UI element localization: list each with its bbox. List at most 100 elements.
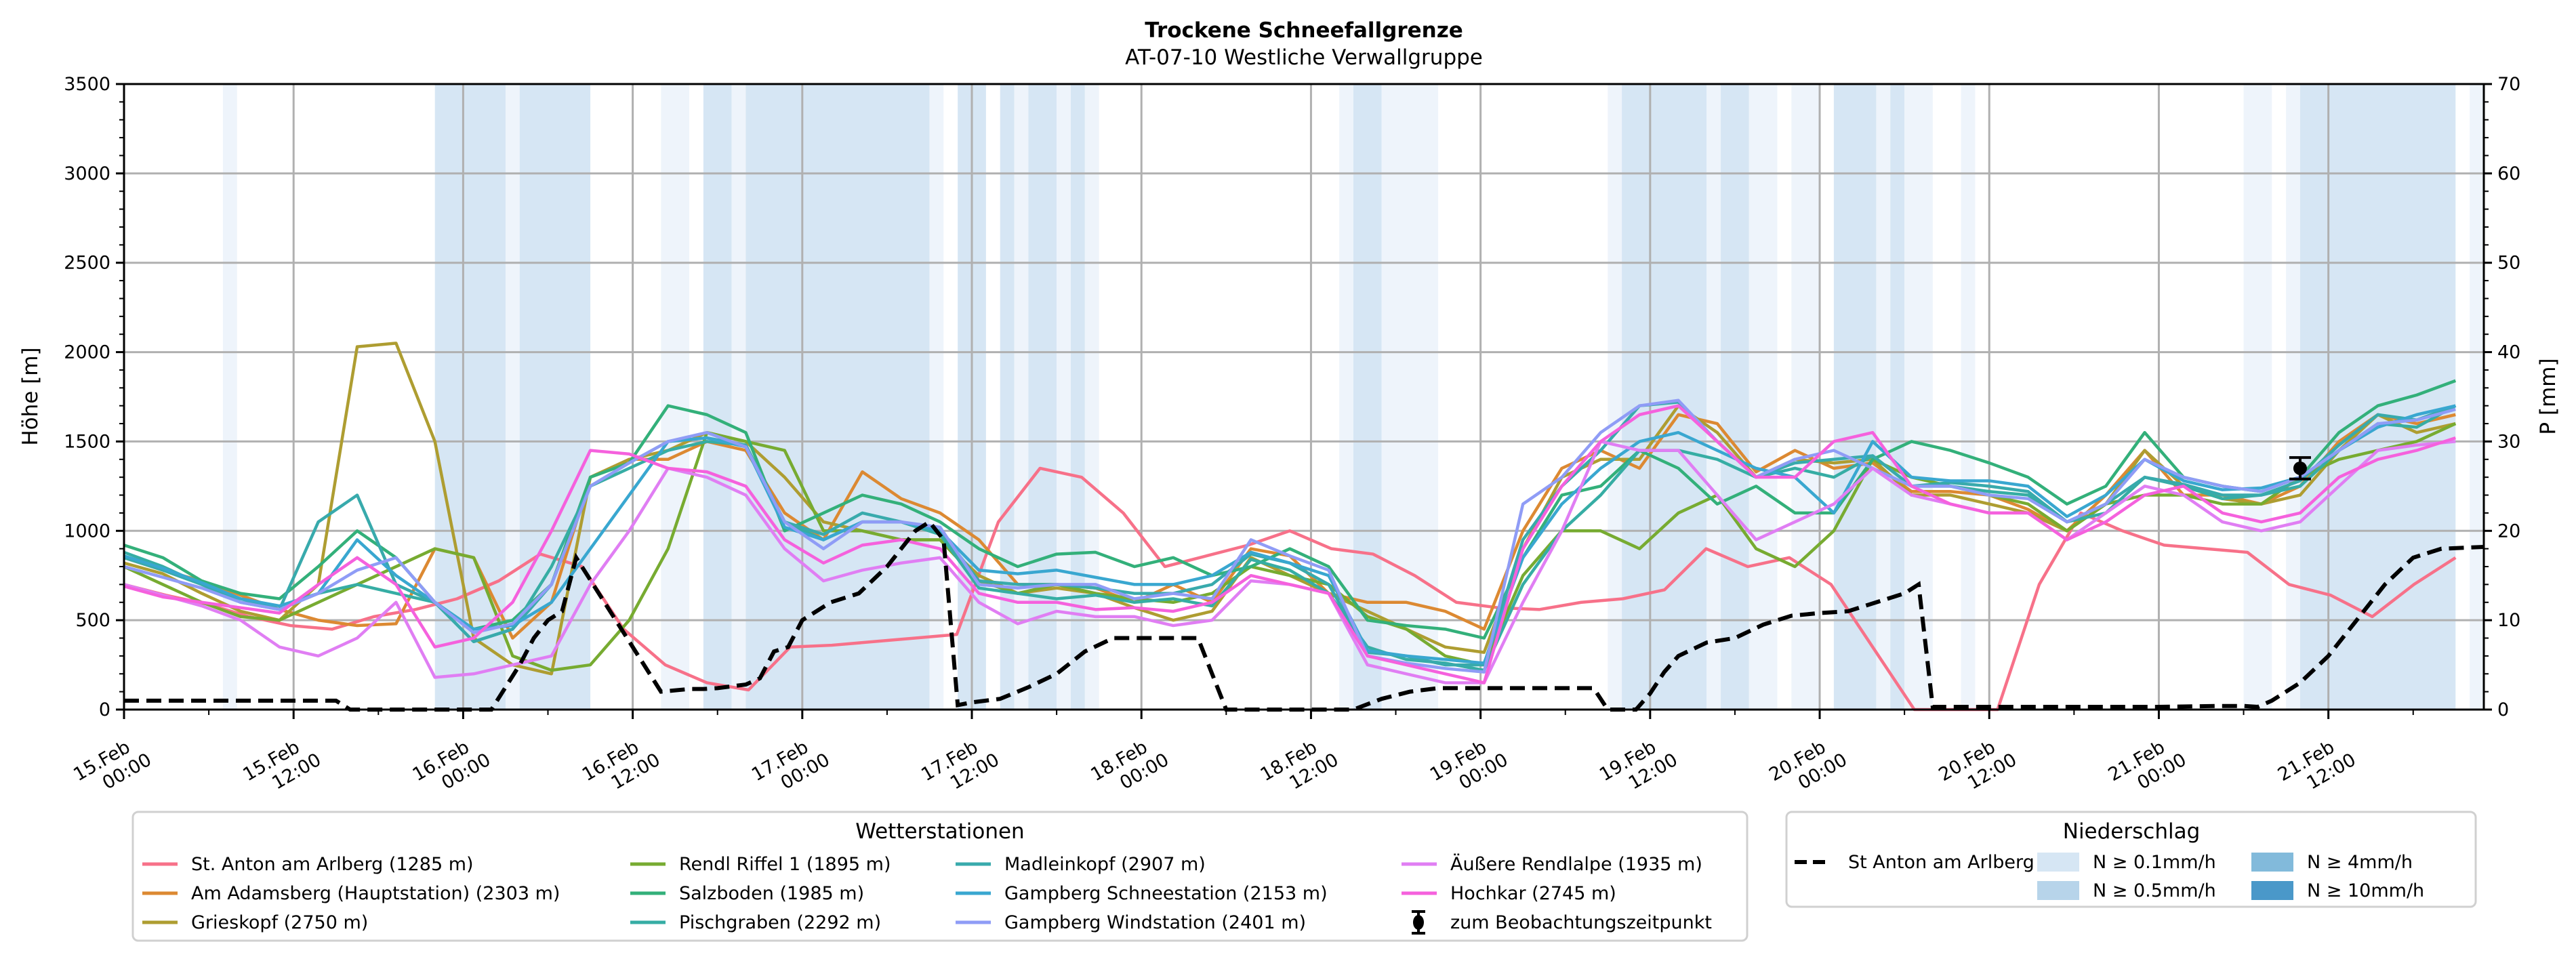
plot-frame	[123, 83, 2485, 711]
y2-tick-label: 20	[2497, 520, 2520, 541]
precip-band	[1890, 84, 1905, 710]
legend-precip-line-label: St Anton am Arlberg	[1848, 852, 2035, 873]
precip-band	[1028, 84, 1057, 710]
legend-label: zum Beobachtungszeitpunkt	[1450, 912, 1712, 933]
precip-band	[1721, 84, 1749, 710]
legend-precip-label: N ≥ 4mm/h	[2307, 852, 2413, 873]
precip-band	[1000, 84, 1015, 710]
station-series-line	[123, 398, 2456, 674]
precip-band	[2470, 84, 2484, 710]
legend-precip-swatch	[2251, 853, 2293, 872]
legend-label: Äußere Rendlalpe (1935 m)	[1450, 853, 1702, 875]
legend-label: Am Adamsberg (Hauptstation) (2303 m)	[191, 883, 560, 904]
precip-band	[1791, 84, 1820, 710]
legend-stations-title: Wetterstationen	[855, 819, 1024, 844]
y2-tick-label: 60	[2497, 163, 2520, 184]
precip-band	[1622, 84, 1707, 710]
y-tick-label: 3000	[64, 163, 110, 184]
legend-precip-swatch	[2037, 853, 2079, 872]
y-axis-ticks: 0 500 1000 1500 2000 2500 3000 3500	[64, 74, 124, 720]
precip-band	[745, 84, 930, 710]
station-series-line	[123, 404, 2456, 665]
station-lines	[123, 342, 2457, 712]
station-series-line	[123, 404, 2456, 684]
precip-band	[2243, 84, 2272, 710]
legend-label: Salzboden (1985 m)	[679, 883, 864, 904]
precip-band	[2286, 84, 2300, 710]
legend-label: Madleinkopf (2907 m)	[1004, 854, 1206, 875]
precip-band	[1749, 84, 1778, 710]
legend-label: Hochkar (2745 m)	[1450, 883, 1616, 904]
y-tick-label: 2500	[64, 253, 110, 274]
precip-band	[1339, 84, 1353, 710]
precip-band	[1014, 84, 1029, 710]
legend-label: Gampberg Schneestation (2153 m)	[1004, 883, 1328, 904]
legend-label: Gampberg Windstation (2401 m)	[1004, 912, 1306, 933]
y2-axis-label: P [mm]	[2536, 358, 2560, 434]
precip-band	[222, 84, 237, 710]
legend-label: St. Anton am Arlberg (1285 m)	[191, 854, 474, 875]
legend-stations: Wetterstationen St. Anton am Arlberg (12…	[131, 811, 1749, 942]
y-tick-label: 3500	[64, 74, 110, 95]
y2-tick-label: 40	[2497, 342, 2520, 363]
precip-band	[1608, 84, 1622, 710]
precip-band	[661, 84, 690, 710]
y-tick-label: 2000	[64, 342, 110, 363]
y2-tick-label: 0	[2497, 699, 2509, 720]
legend-label: Grieskopf (2750 m)	[191, 912, 368, 933]
legend-precip-swatch	[2251, 881, 2293, 900]
y-tick-label: 500	[75, 610, 110, 631]
y2-tick-label: 70	[2497, 74, 2520, 95]
legend-precip-label: N ≥ 0.1mm/h	[2093, 852, 2216, 873]
precip-band	[731, 84, 746, 710]
precip-band	[1904, 84, 1933, 710]
legend-label: Rendl Riffel 1 (1895 m)	[679, 854, 891, 875]
y2-tick-label: 30	[2497, 431, 2520, 452]
precip-band	[505, 84, 520, 710]
legend-precip: Niederschlag St Anton am Arlberg N ≥ 0.1…	[1785, 811, 2477, 908]
chart-subtitle: AT-07-10 Westliche Verwallgruppe	[1125, 45, 1483, 70]
chart-title: Trockene Schneefallgrenze	[1145, 18, 1463, 43]
precip-band	[1057, 84, 1071, 710]
y-tick-label: 0	[99, 699, 110, 720]
precip-band	[1961, 84, 1976, 710]
y-axis-label: Höhe [m]	[18, 347, 43, 445]
precip-band	[2299, 84, 2456, 710]
precip-band	[1381, 84, 1439, 710]
precip-band	[1706, 84, 1721, 710]
legend-precip-label: N ≥ 0.5mm/h	[2093, 880, 2216, 901]
obs-point	[2293, 461, 2307, 475]
station-series-line	[123, 422, 2457, 672]
y2-tick-label: 50	[2497, 253, 2520, 274]
precip-band	[929, 84, 944, 710]
precip-band	[1833, 84, 1877, 710]
precip-band	[703, 84, 732, 710]
legend-label: Pischgraben (2292 m)	[679, 912, 881, 933]
station-series-line	[123, 466, 2457, 712]
station-series-line	[123, 379, 2457, 640]
y2-tick-label: 10	[2497, 610, 2520, 631]
y-tick-label: 1500	[64, 431, 110, 452]
y-tick-label: 1000	[64, 520, 110, 541]
legend-precip-title: Niederschlag	[2063, 819, 2201, 844]
legend-precip-label: N ≥ 10mm/h	[2307, 880, 2424, 901]
legend-precip-swatch	[2037, 881, 2079, 900]
precip-band	[1876, 84, 1891, 710]
y2-axis-ticks: 0 10 20 30 40 50 60 70	[2484, 74, 2520, 720]
legend-obs-icon-dot	[1413, 915, 1424, 930]
